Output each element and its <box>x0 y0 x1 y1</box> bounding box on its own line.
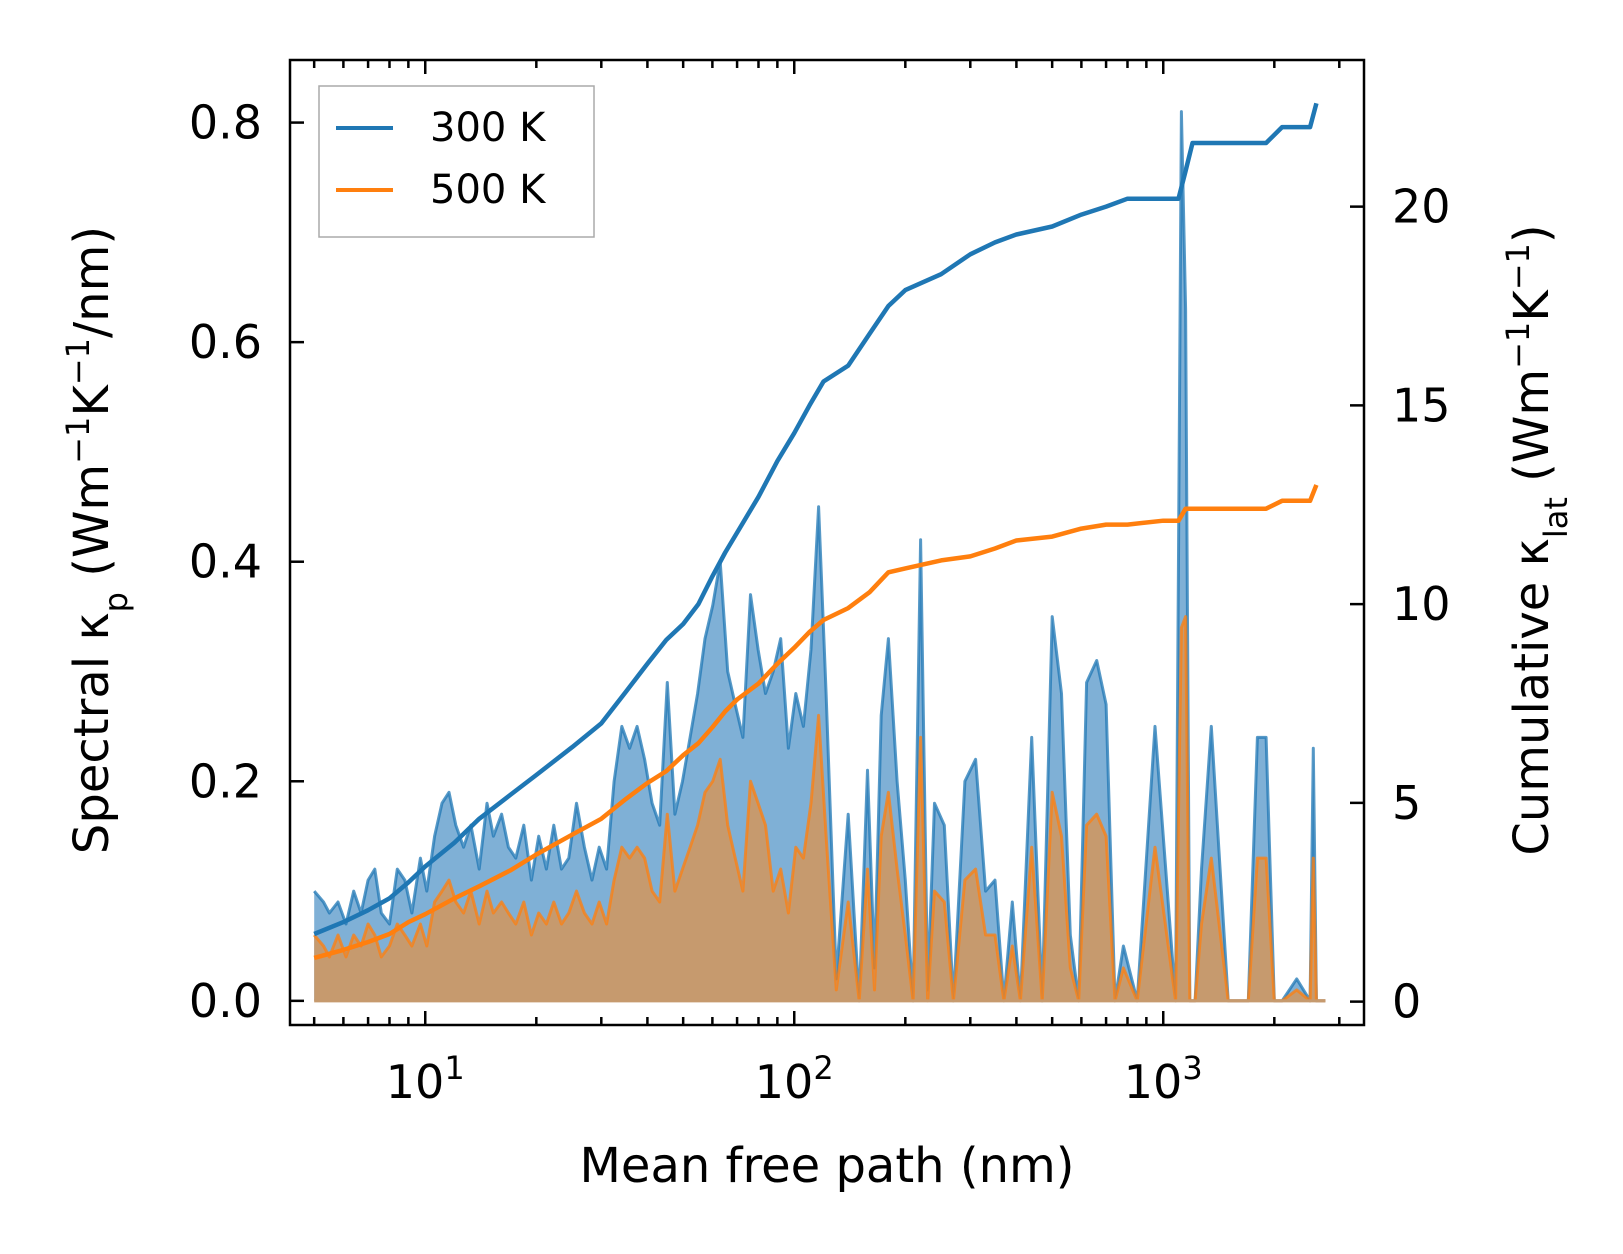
cumulative-lines <box>313 102 1319 961</box>
axis-ticks <box>290 60 1364 1025</box>
right-y-axis-title: Cumulative κlat (Wm−1K−1) <box>1499 224 1575 855</box>
x-tick-labels: 101 102 103 <box>386 1049 1203 1109</box>
legend-box <box>318 85 595 238</box>
cumulative-line-500k <box>313 484 1319 961</box>
left-y-tick-label: 0.8 <box>189 96 262 150</box>
legend-label-300k: 300 K <box>430 105 547 151</box>
right-y-tick-label: 0 <box>1392 975 1421 1029</box>
legend-label-500k: 500 K <box>430 167 547 213</box>
plot-frame <box>288 58 1366 1027</box>
right-y-tick-labels: 0 5 10 15 20 <box>1392 180 1451 1029</box>
right-y-tick-label: 15 <box>1392 378 1451 432</box>
spectral-500k-edge <box>313 615 1326 1003</box>
right-y-tick-label: 10 <box>1392 577 1451 631</box>
x-tick-label: 101 <box>386 1049 465 1109</box>
right-y-tick-label: 20 <box>1392 180 1451 234</box>
x-tick-label: 102 <box>755 1049 834 1109</box>
left-y-tick-labels: 0.0 0.2 0.4 0.6 0.8 <box>189 96 262 1028</box>
left-y-tick-label: 0.0 <box>189 974 262 1028</box>
cumulative-line-300k <box>313 102 1319 937</box>
right-y-tick-label: 5 <box>1392 776 1421 830</box>
spectral-500k-area <box>314 616 1326 1001</box>
left-y-tick-label: 0.6 <box>189 315 262 369</box>
left-y-axis-title: Spectral κp (Wm−1K−1/nm) <box>59 226 135 854</box>
left-y-tick-label: 0.2 <box>189 754 262 808</box>
spectral-areas <box>313 110 1326 1003</box>
left-y-tick-label: 0.4 <box>189 535 262 589</box>
legend: 300 K 500 K <box>318 85 595 238</box>
spectral-300k-edge <box>313 110 1326 1003</box>
x-tick-label: 103 <box>1124 1049 1203 1109</box>
x-axis-title: Mean free path (nm) <box>580 1138 1075 1194</box>
plot-area <box>313 102 1326 1003</box>
